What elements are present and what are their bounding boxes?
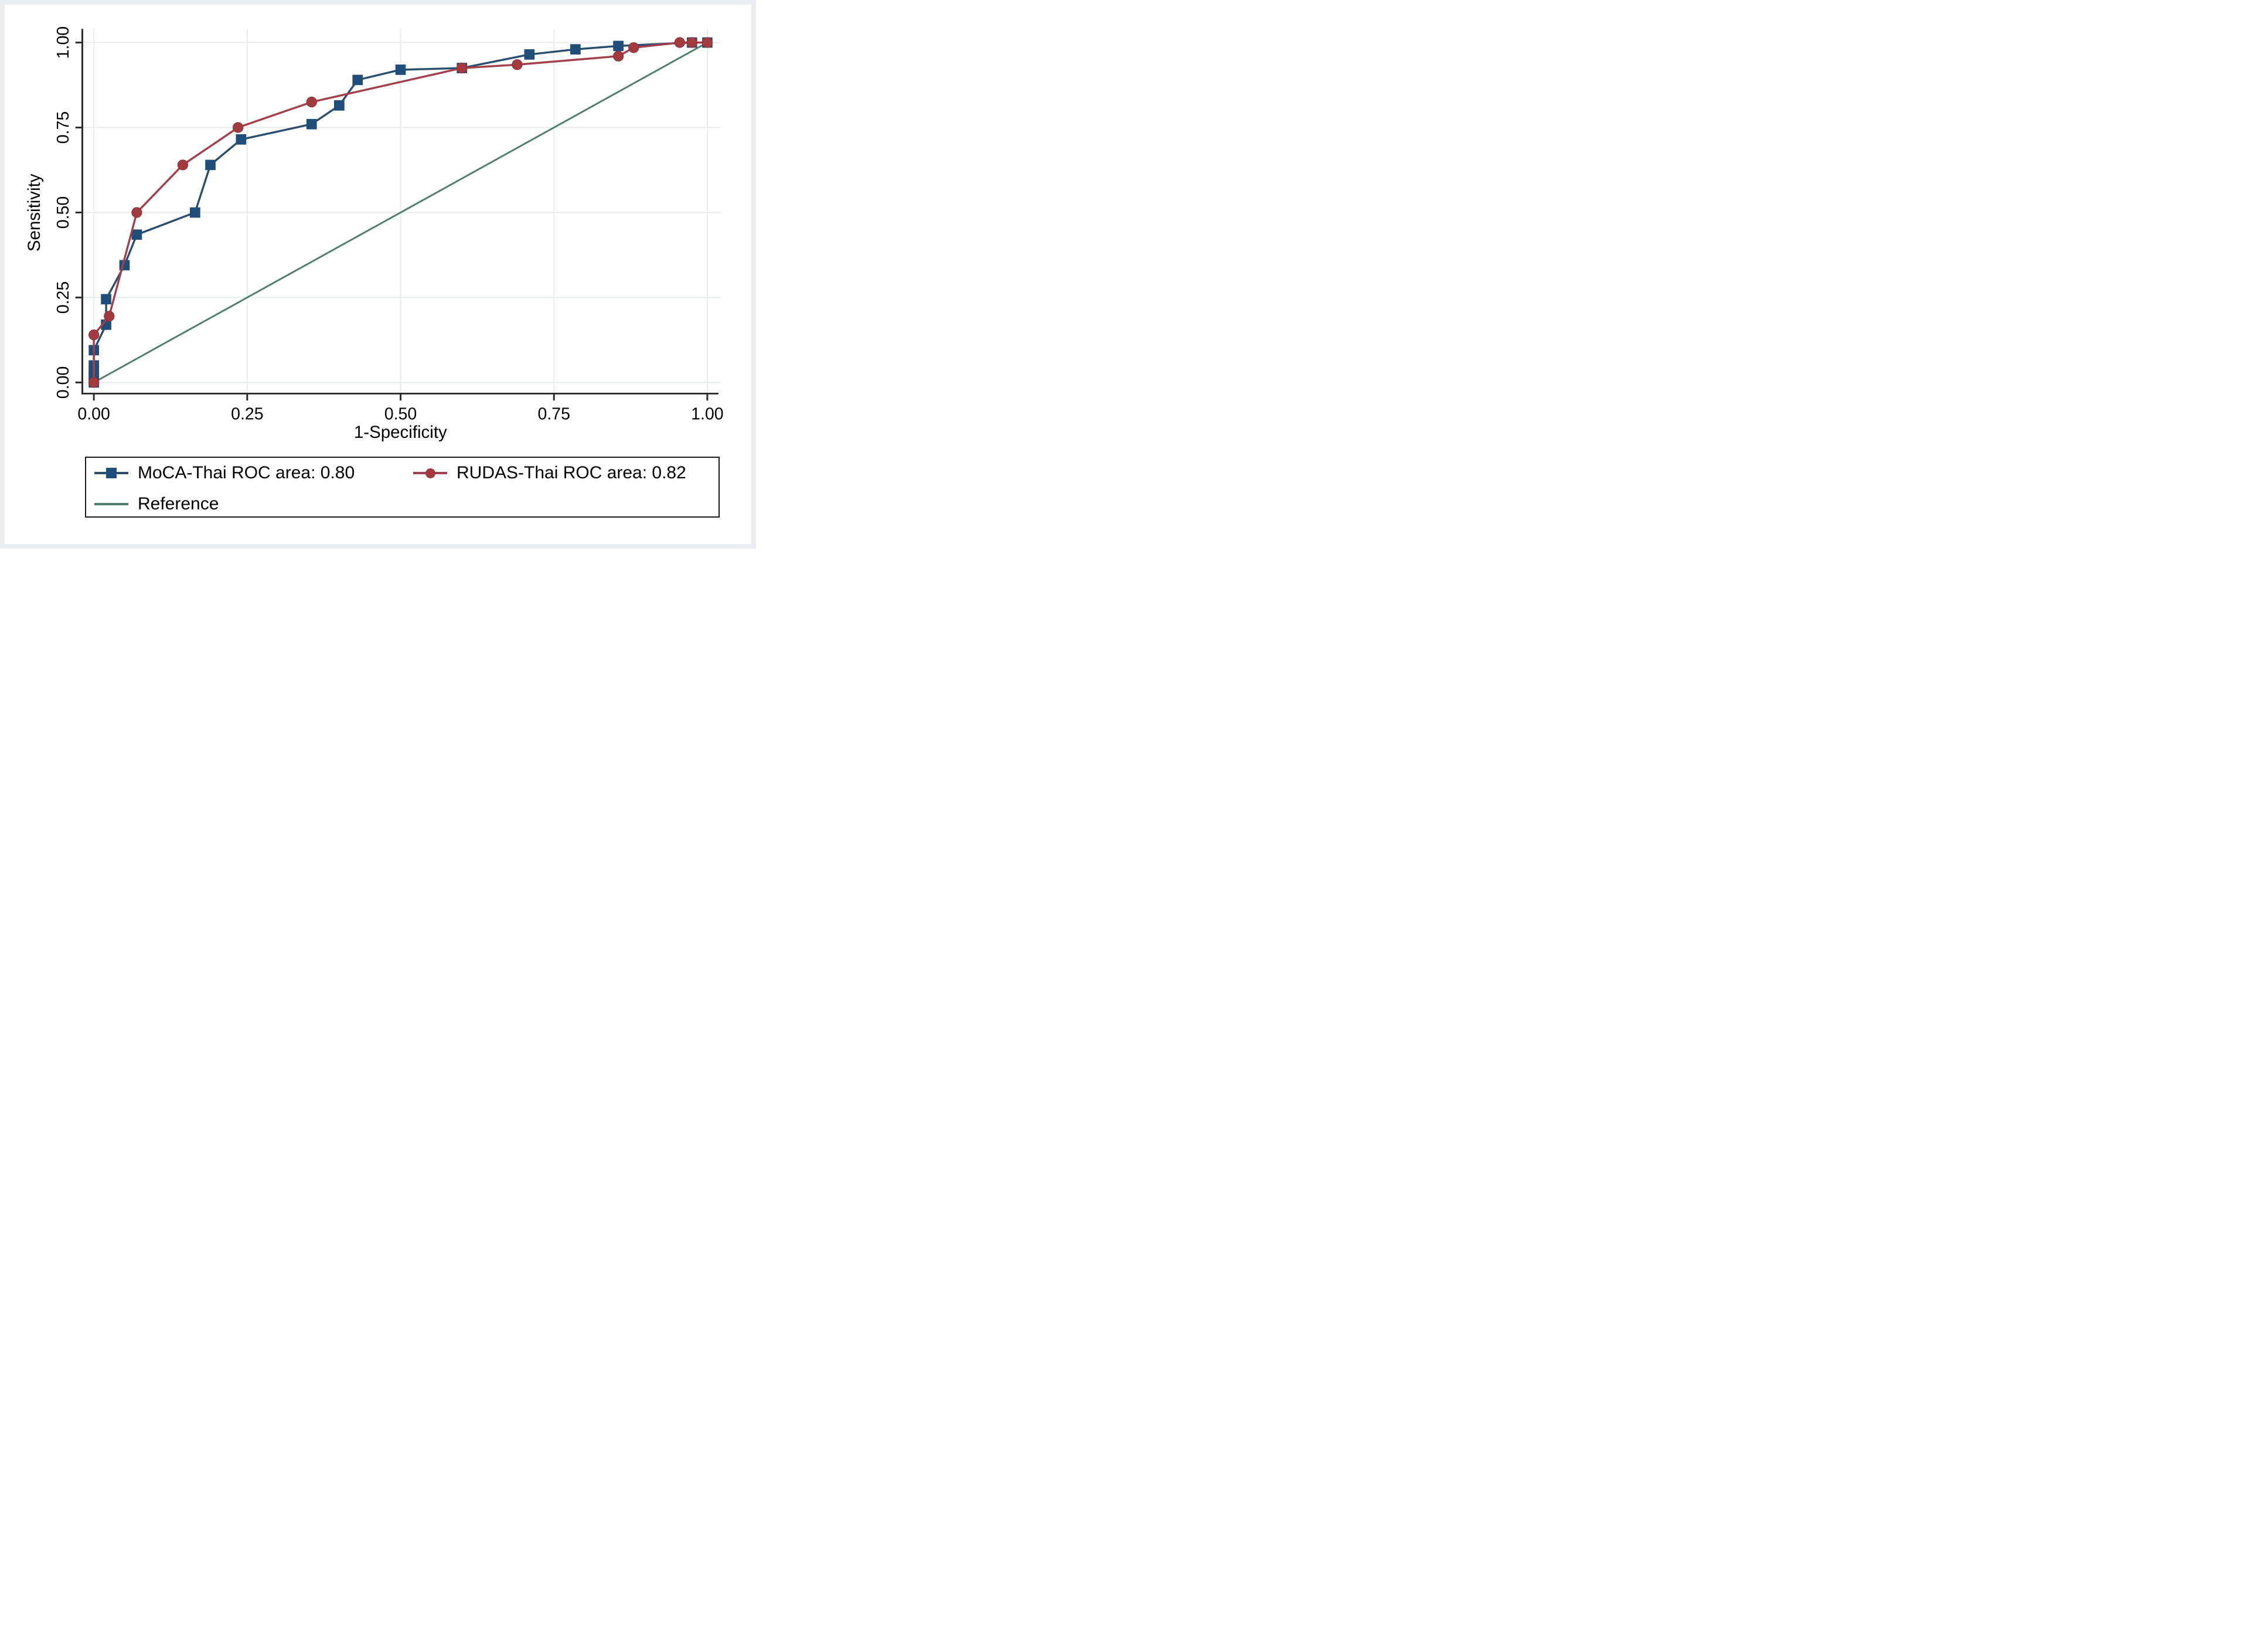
rudas-legend-label: RUDAS-Thai ROC area: 0.82 <box>457 463 686 482</box>
rudas-data-point <box>104 311 115 322</box>
rudas-circle-marker-icon <box>425 468 435 478</box>
rudas-data-point <box>701 37 713 48</box>
y-tick-label: 0.50 <box>54 196 73 229</box>
rudas-data-point <box>232 122 244 133</box>
series-layer <box>88 37 713 388</box>
reference-legend-swatch <box>94 498 128 511</box>
moca-data-point <box>205 159 216 171</box>
legend-box: MoCA-Thai ROC area: 0.80 RUDAS-Thai ROC … <box>85 457 720 518</box>
rudas-data-point <box>628 42 639 53</box>
rudas-data-point <box>88 377 100 388</box>
moca-data-point <box>131 229 142 240</box>
tick-label-layer: 0.00 0.25 0.50 0.75 1.00 0.00 0.25 0.50 0.75 1.00 <box>54 26 724 424</box>
rudas-data-point <box>131 207 142 218</box>
legend-item-moca: MoCA-Thai ROC area: 0.80 <box>94 462 355 484</box>
x-axis-title: 1-Specificity <box>354 423 447 442</box>
moca-legend-swatch <box>94 467 128 479</box>
axes-layer <box>75 29 718 401</box>
x-tick-label: 0.25 <box>231 405 263 424</box>
moca-data-point <box>101 294 111 305</box>
y-tick-label: 1.00 <box>54 26 73 59</box>
roc-chart-figure: 0.00 0.25 0.50 0.75 1.00 0.00 0.25 0.50 0.75 1.00… <box>0 0 756 549</box>
rudas-data-point <box>674 37 685 48</box>
rudas-data-point <box>686 37 697 48</box>
rudas-data-point <box>512 59 523 70</box>
y-tick-label: 0.75 <box>54 111 73 144</box>
reference-legend-label: Reference <box>138 494 219 513</box>
moca-data-point <box>395 64 406 75</box>
x-tick-label: 0.75 <box>537 405 570 424</box>
x-tick-label: 0.50 <box>384 405 417 424</box>
moca-data-point <box>306 118 317 130</box>
moca-data-point <box>236 134 247 145</box>
rudas-legend-swatch <box>413 467 447 479</box>
moca-data-point <box>352 74 363 86</box>
rudas-roc-line <box>93 41 709 384</box>
moca-data-point <box>334 100 345 111</box>
y-tick-label: 0.00 <box>54 366 73 399</box>
chart-plot-area: 0.00 0.25 0.50 0.75 1.00 0.00 0.25 0.50 0.75 1.00… <box>25 26 724 442</box>
y-axis-title: Sensitivity <box>25 174 44 251</box>
moca-data-point <box>570 44 581 55</box>
rudas-data-point <box>613 50 624 62</box>
legend-item-rudas: RUDAS-Thai ROC area: 0.82 <box>413 462 686 484</box>
moca-data-point <box>613 40 624 52</box>
moca-legend-label: MoCA-Thai ROC area: 0.80 <box>138 463 355 482</box>
rudas-data-point <box>306 96 317 108</box>
rudas-data-point <box>457 62 468 74</box>
moca-square-marker-icon <box>106 468 117 478</box>
reference-roc-line <box>93 42 709 383</box>
y-tick-label: 0.25 <box>54 281 73 314</box>
moca-data-point <box>190 207 200 218</box>
x-tick-label: 0.00 <box>77 405 110 424</box>
x-tick-label: 1.00 <box>691 405 723 424</box>
reference-line-sample <box>94 503 128 505</box>
rudas-data-point <box>88 329 100 341</box>
rudas-data-point <box>177 159 189 171</box>
moca-data-point <box>524 49 535 60</box>
legend-item-reference: Reference <box>94 494 219 515</box>
